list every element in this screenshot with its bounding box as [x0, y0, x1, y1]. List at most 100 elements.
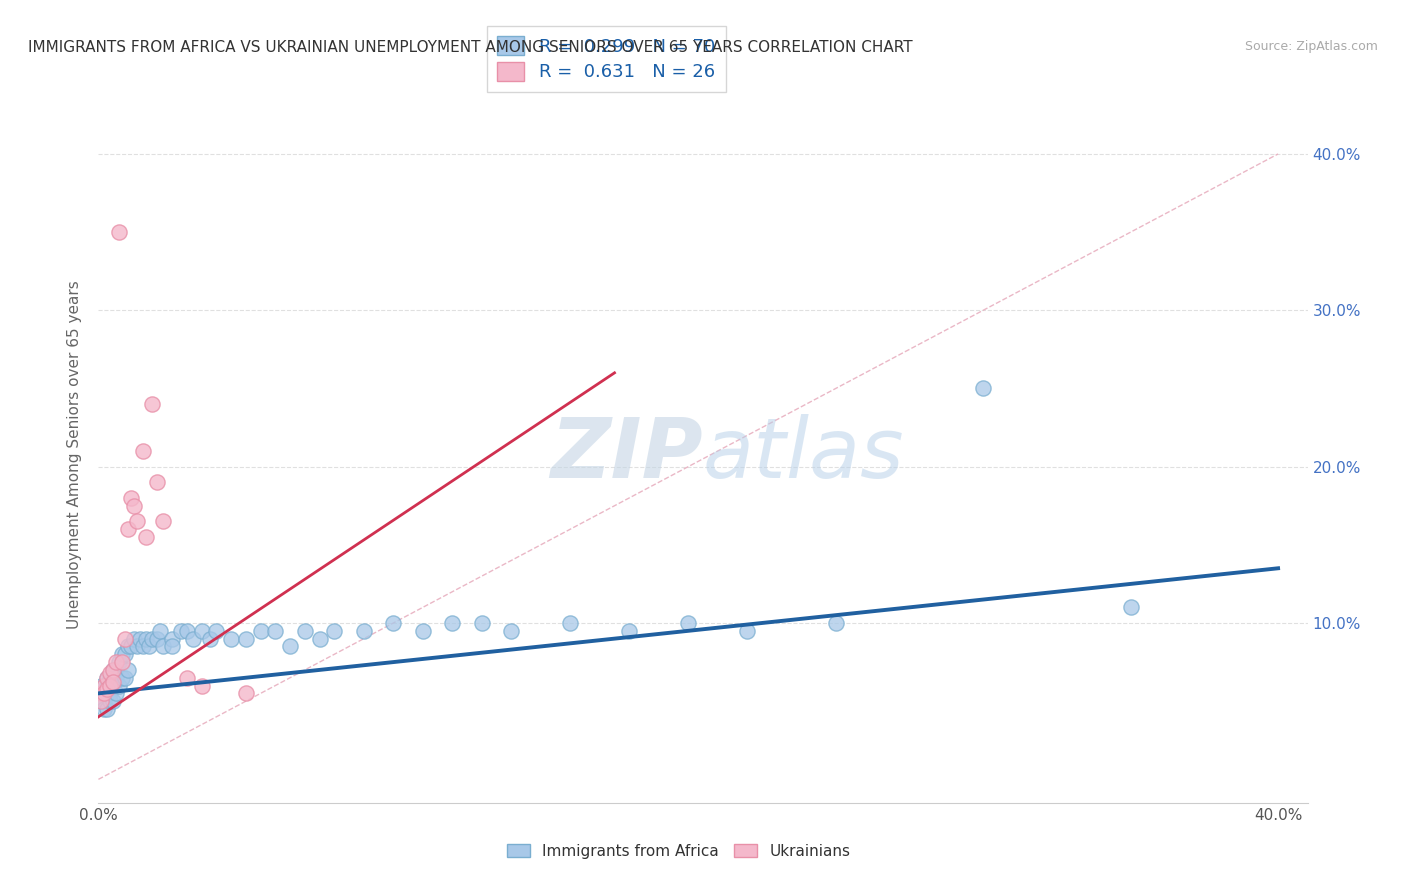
- Point: [249, 624, 271, 638]
- Point: [176, 624, 198, 638]
- Point: [138, 640, 160, 654]
- Point: [114, 632, 136, 646]
- Point: [96, 702, 118, 716]
- Point: [111, 655, 134, 669]
- Point: [308, 632, 330, 646]
- Point: [471, 615, 494, 630]
- Point: [93, 679, 115, 693]
- Point: [111, 647, 134, 661]
- Point: [105, 686, 128, 700]
- Point: [205, 624, 228, 638]
- Point: [152, 640, 174, 654]
- Point: [141, 632, 163, 646]
- Point: [152, 514, 174, 528]
- Point: [96, 671, 118, 685]
- Point: [190, 624, 212, 638]
- Point: [235, 686, 257, 700]
- Point: [101, 675, 124, 690]
- Point: [200, 632, 222, 646]
- Point: [98, 666, 121, 681]
- Text: IMMIGRANTS FROM AFRICA VS UKRAINIAN UNEMPLOYMENT AMONG SENIORS OVER 65 YEARS COR: IMMIGRANTS FROM AFRICA VS UKRAINIAN UNEM…: [28, 40, 912, 55]
- Point: [735, 624, 758, 638]
- Point: [101, 663, 124, 677]
- Point: [131, 640, 153, 654]
- Point: [278, 640, 301, 654]
- Point: [101, 663, 124, 677]
- Point: [122, 499, 145, 513]
- Point: [264, 624, 287, 638]
- Point: [176, 671, 198, 685]
- Point: [114, 647, 136, 661]
- Point: [146, 475, 169, 490]
- Point: [1119, 600, 1142, 615]
- Point: [96, 679, 118, 693]
- Point: [190, 679, 212, 693]
- Point: [235, 632, 257, 646]
- Point: [294, 624, 316, 638]
- Point: [120, 640, 142, 654]
- Point: [90, 694, 112, 708]
- Point: [141, 397, 163, 411]
- Point: [972, 382, 994, 396]
- Point: [125, 514, 148, 528]
- Point: [135, 632, 157, 646]
- Point: [96, 671, 118, 685]
- Point: [117, 640, 139, 654]
- Point: [170, 624, 193, 638]
- Point: [219, 632, 242, 646]
- Point: [93, 694, 115, 708]
- Point: [108, 225, 131, 239]
- Point: [98, 686, 121, 700]
- Point: [560, 615, 582, 630]
- Text: atlas: atlas: [703, 415, 904, 495]
- Point: [382, 615, 405, 630]
- Point: [131, 444, 153, 458]
- Point: [90, 694, 112, 708]
- Point: [98, 671, 121, 685]
- Point: [117, 522, 139, 536]
- Point: [93, 686, 115, 700]
- Point: [108, 655, 131, 669]
- Point: [619, 624, 641, 638]
- Point: [93, 686, 115, 700]
- Point: [105, 663, 128, 677]
- Point: [146, 632, 169, 646]
- Point: [441, 615, 464, 630]
- Point: [105, 655, 128, 669]
- Point: [96, 681, 118, 696]
- Point: [501, 624, 523, 638]
- Point: [114, 671, 136, 685]
- Point: [101, 679, 124, 693]
- Point: [149, 624, 172, 638]
- Point: [96, 686, 118, 700]
- Point: [160, 632, 183, 646]
- Legend: Immigrants from Africa, Ukrainians: Immigrants from Africa, Ukrainians: [501, 838, 856, 864]
- Y-axis label: Unemployment Among Seniors over 65 years: Unemployment Among Seniors over 65 years: [67, 281, 83, 629]
- Point: [120, 491, 142, 505]
- Point: [160, 640, 183, 654]
- Point: [90, 686, 112, 700]
- Point: [135, 530, 157, 544]
- Text: Source: ZipAtlas.com: Source: ZipAtlas.com: [1244, 40, 1378, 54]
- Point: [93, 702, 115, 716]
- Point: [125, 640, 148, 654]
- Point: [98, 679, 121, 693]
- Point: [122, 632, 145, 646]
- Point: [117, 663, 139, 677]
- Point: [353, 624, 375, 638]
- Point: [101, 671, 124, 685]
- Point: [98, 694, 121, 708]
- Text: ZIP: ZIP: [550, 415, 703, 495]
- Point: [93, 679, 115, 693]
- Point: [128, 632, 150, 646]
- Point: [412, 624, 434, 638]
- Point: [824, 615, 846, 630]
- Point: [111, 671, 134, 685]
- Point: [181, 632, 204, 646]
- Point: [108, 679, 131, 693]
- Point: [90, 679, 112, 693]
- Point: [323, 624, 346, 638]
- Point: [105, 671, 128, 685]
- Point: [678, 615, 700, 630]
- Point: [98, 679, 121, 693]
